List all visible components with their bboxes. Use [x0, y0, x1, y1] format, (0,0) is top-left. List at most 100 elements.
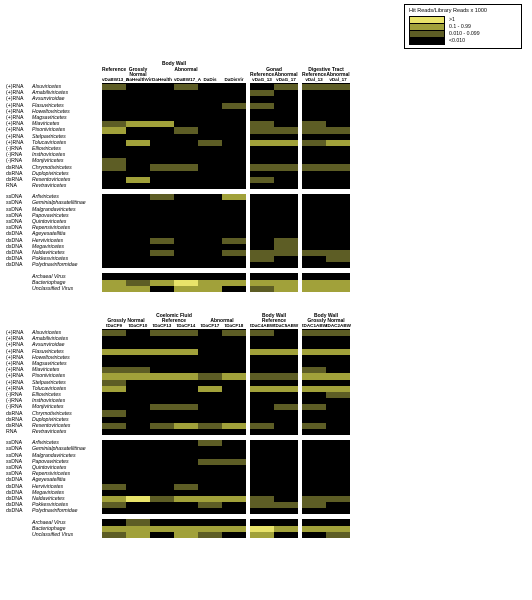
row-label-name: Magsaviricetes: [32, 115, 67, 121]
heatmap: [302, 440, 350, 514]
group-header: Body WallReferenceGrossly NormalAbnormal…: [102, 62, 246, 84]
row-label-type: (+)RNA: [6, 330, 32, 336]
column-group: Body WallReferencetDaC4ABWtDaC5ABW: [250, 308, 298, 435]
row-label-name: Polydnaviriformidae: [32, 262, 78, 268]
column-group: GonadReferenceAbnormalvDaG_13vDaG_17: [250, 62, 298, 189]
heat-groups: [102, 194, 526, 268]
heat-cell: [174, 262, 198, 268]
panel: (+)RNAAlsuviricetes(+)RNAAmabiliviricete…: [6, 308, 526, 538]
heatmap: [102, 440, 246, 514]
row-label: RNARevtraviricetes: [6, 429, 102, 435]
row-label-type: ssDNA: [6, 219, 32, 225]
heatmap-row: [250, 532, 298, 538]
heat-cell: [326, 508, 350, 514]
heat-block: ssDNAArfiviricetesssDNAGeminialphasatell…: [6, 194, 526, 268]
heat-cell: [198, 429, 222, 435]
column-group: [102, 519, 246, 538]
heatmap-row: [102, 532, 246, 538]
heatmap: [250, 519, 298, 538]
column-group: [102, 440, 246, 514]
heat-cell: [222, 508, 246, 514]
heatmap-row: [302, 508, 350, 514]
legend-swatch: [409, 37, 445, 45]
row-labels: Archaeal VirusBacteriophageUnclassified …: [6, 273, 102, 292]
row-label-name: Revtraviricetes: [32, 429, 66, 435]
row-label-type: (+)RNA: [6, 355, 32, 361]
heatmap-figure: Hit Reads/Library Reads x 1000 >10.1 - 0…: [0, 0, 532, 600]
heat-cell: [102, 532, 126, 538]
row-label-name: Chrymotiviricetes: [32, 165, 72, 171]
heatmap-row: [250, 183, 298, 189]
row-label-type: ssDNA: [6, 446, 32, 452]
heat-block: (+)RNAAlsuviricetes(+)RNAAmabiliviricete…: [6, 62, 526, 189]
row-label-name: Alsuviricetes: [32, 330, 61, 336]
heat-groups: [102, 519, 526, 538]
row-label-name: Archaeal Virus: [32, 274, 66, 280]
heat-cell: [198, 262, 222, 268]
row-label-type: ssDNA: [6, 471, 32, 477]
row-label-name: Malgrandaviricetes: [32, 453, 76, 459]
heat-block: ssDNAArfiviricetesssDNAGeminialphasatell…: [6, 440, 526, 514]
legend: Hit Reads/Library Reads x 1000 >10.1 - 0…: [404, 4, 522, 49]
heat-cell: [222, 429, 246, 435]
row-label-type: (+)RNA: [6, 109, 32, 115]
row-label-name: Tolucaviricetes: [32, 140, 66, 146]
heatmap-row: [302, 429, 350, 435]
row-label-name: Ellioviricetes: [32, 392, 61, 398]
row-labels: ssDNAArfiviricetesssDNAGeminialphasatell…: [6, 194, 102, 268]
row-label-name: Naldaviricetes: [32, 496, 65, 502]
row-label-name: Miaviricetes: [32, 367, 59, 373]
heatmap: [102, 519, 246, 538]
heat-cell: [326, 532, 350, 538]
column-group: [250, 273, 298, 292]
row-label-name: Arfiviricetes: [32, 194, 59, 200]
heatmap-row: [302, 286, 350, 292]
heat-cell: [198, 183, 222, 189]
heat-cell: [326, 262, 350, 268]
row-label-name: Bacteriophage: [32, 280, 65, 286]
row-labels: Archaeal VirusBacteriophageUnclassified …: [6, 519, 102, 538]
row-label-name: Pokkesviricetes: [32, 502, 68, 508]
row-label-type: dsDNA: [6, 496, 32, 502]
row-label-name: Avsunviroidae: [32, 342, 65, 348]
heat-cell: [174, 286, 198, 292]
row-label-type: dsDNA: [6, 256, 32, 262]
row-label: Unclassified Virus: [6, 286, 102, 292]
heatmap-row: [302, 532, 350, 538]
row-label: dsDNAPolydnaviriformidae: [6, 508, 102, 514]
heat-cell: [150, 286, 174, 292]
row-label-type: ssDNA: [6, 200, 32, 206]
row-label-name: Unclassified Virus: [32, 286, 73, 292]
row-label-name: Monjiviricetes: [32, 404, 63, 410]
row-label-type: ssDNA: [6, 453, 32, 459]
row-label-type: (+)RNA: [6, 380, 32, 386]
row-label-type: (-)RNA: [6, 146, 32, 152]
heatmap-row: [250, 429, 298, 435]
heat-cell: [102, 508, 126, 514]
row-label-name: Duplopiviricetes: [32, 417, 69, 423]
heat-cell: [150, 183, 174, 189]
column-group: [102, 273, 246, 292]
heat-cell: [274, 183, 298, 189]
row-label: dsDNAPolydnaviriformidae: [6, 262, 102, 268]
heat-cell: [102, 262, 126, 268]
group-header: Coelomic FluidGrossly NormalReferenceAbn…: [102, 308, 246, 330]
row-label-name: Repensiviricetes: [32, 471, 70, 477]
column-group: [250, 194, 298, 268]
heat-cell: [250, 286, 274, 292]
row-label-type: ssDNA: [6, 213, 32, 219]
heat-cell: [198, 286, 222, 292]
heat-cell: [302, 429, 326, 435]
row-label-name: Polydnaviriformidae: [32, 508, 78, 514]
row-label-name: Arfiviricetes: [32, 440, 59, 446]
heat-cell: [102, 183, 126, 189]
heat-cell: [302, 286, 326, 292]
group-header: GonadReferenceAbnormalvDaG_13vDaG_17: [250, 62, 298, 84]
row-label-type: (+)RNA: [6, 90, 32, 96]
row-label-name: Revtraviricetes: [32, 183, 66, 189]
column-group: [250, 440, 298, 514]
heat-cell: [326, 429, 350, 435]
row-label-type: (+)RNA: [6, 103, 32, 109]
row-label-name: Amabiliviricetes: [32, 90, 68, 96]
heat-cell: [174, 429, 198, 435]
